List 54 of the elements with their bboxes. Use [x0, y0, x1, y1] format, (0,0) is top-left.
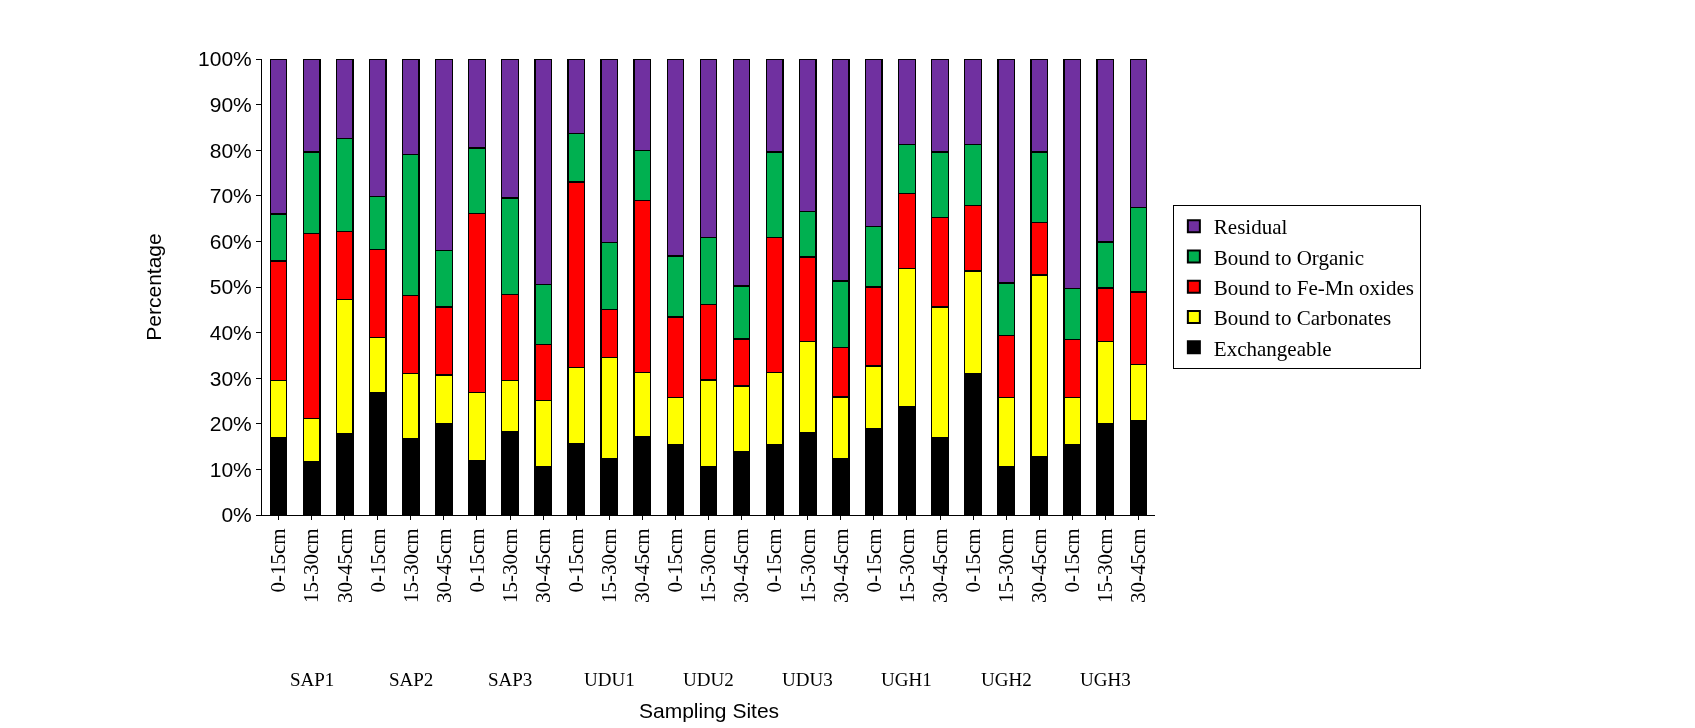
text: UDU3 [782, 669, 833, 690]
text: UDU1 [584, 669, 635, 690]
y-axis-title: Percentage [142, 233, 166, 341]
text: SAP1 [290, 669, 335, 690]
legend-label: Exchangeable [1213, 336, 1332, 361]
y-tick-label: 90% [209, 92, 252, 116]
x-tick-label: 0-15cm [663, 528, 688, 593]
y-tick-label: 30% [209, 366, 252, 390]
x-tick-label: 30-45cm [828, 528, 853, 604]
x-tick-label: 0-15cm [266, 528, 291, 593]
y-tick-label: 70% [209, 184, 252, 208]
text: UGH2 [981, 669, 1032, 690]
text: UDU2 [683, 669, 734, 690]
y-tick-label: 100% [198, 47, 252, 71]
x-tick-label: 0-15cm [960, 528, 985, 593]
x-tick-label: 15-30cm [597, 528, 622, 604]
x-tick-label: 30-45cm [630, 528, 655, 604]
legend-label: Residual [1213, 215, 1288, 240]
legend-label: Bound to Organic [1213, 245, 1364, 270]
x-tick-label: 30-45cm [530, 528, 555, 604]
y-tick-label: 50% [209, 275, 252, 299]
x-tick-label: 30-45cm [1027, 528, 1052, 604]
y-tick-label: 60% [209, 229, 252, 253]
x-tick-label: 15-30cm [497, 528, 522, 604]
x-tick-label: 0-15cm [464, 528, 489, 593]
y-tick-label: 20% [209, 412, 252, 436]
legend-label: Bound to Carbonates [1213, 306, 1392, 331]
x-tick-label: 30-45cm [1126, 528, 1151, 604]
x-tick-label: 15-30cm [398, 528, 423, 604]
y-tick-label: 0% [221, 503, 252, 527]
x-tick-label: 15-30cm [993, 528, 1018, 604]
text: UGH3 [1080, 669, 1131, 690]
text: SAP3 [488, 669, 533, 690]
x-axis-title: Sampling Sites [639, 699, 780, 722]
x-tick-label: 15-30cm [894, 528, 919, 604]
text: SAP2 [389, 669, 434, 690]
x-tick-label: 15-30cm [1093, 528, 1118, 604]
x-tick-label: 30-45cm [729, 528, 754, 604]
y-tick-label: 40% [209, 320, 252, 344]
x-tick-label: 15-30cm [795, 528, 820, 604]
x-tick-label: 30-45cm [332, 528, 357, 604]
x-tick-label: 0-15cm [762, 528, 787, 593]
text: UGH1 [881, 669, 932, 690]
x-tick-label: 0-15cm [1060, 528, 1085, 593]
x-tick-label: 0-15cm [861, 528, 886, 593]
y-tick-label: 10% [209, 457, 252, 481]
y-tick-label: 80% [209, 138, 252, 162]
x-tick-label: 30-45cm [431, 528, 456, 604]
legend-label: Bound to Fe-Mn oxides [1213, 275, 1414, 300]
x-tick-label: 0-15cm [564, 528, 589, 593]
x-tick-label: 15-30cm [299, 528, 324, 604]
x-tick-label: 30-45cm [927, 528, 952, 604]
x-tick-label: 15-30cm [696, 528, 721, 604]
x-tick-label: 0-15cm [365, 528, 390, 593]
